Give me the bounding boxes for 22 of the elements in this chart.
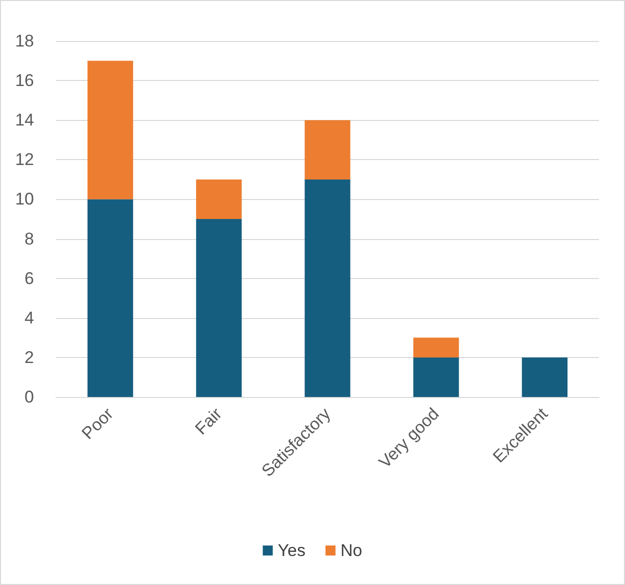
x-tick-label: Fair <box>192 404 226 438</box>
bar <box>413 338 459 358</box>
legend-label: Yes <box>278 541 306 560</box>
bar <box>304 179 350 397</box>
y-tick-label: 12 <box>15 150 34 170</box>
bar <box>413 357 459 397</box>
bar <box>196 219 242 397</box>
bar <box>87 60 134 200</box>
y-tick-label: 0 <box>24 388 34 406</box>
bar <box>522 357 568 397</box>
legend-label: No <box>340 541 362 560</box>
y-tick-label: 18 <box>15 32 34 50</box>
y-tick-label: 10 <box>15 190 34 209</box>
bar <box>304 120 350 180</box>
y-tick-label: 4 <box>24 308 34 328</box>
y-tick-label: 2 <box>24 348 34 367</box>
y-tick-label: 14 <box>15 110 34 130</box>
y-tick-label: 16 <box>15 71 34 90</box>
y-tick-label: 8 <box>24 229 34 248</box>
bar <box>87 199 134 397</box>
y-tick-label: 6 <box>24 268 34 288</box>
bar <box>196 179 242 219</box>
